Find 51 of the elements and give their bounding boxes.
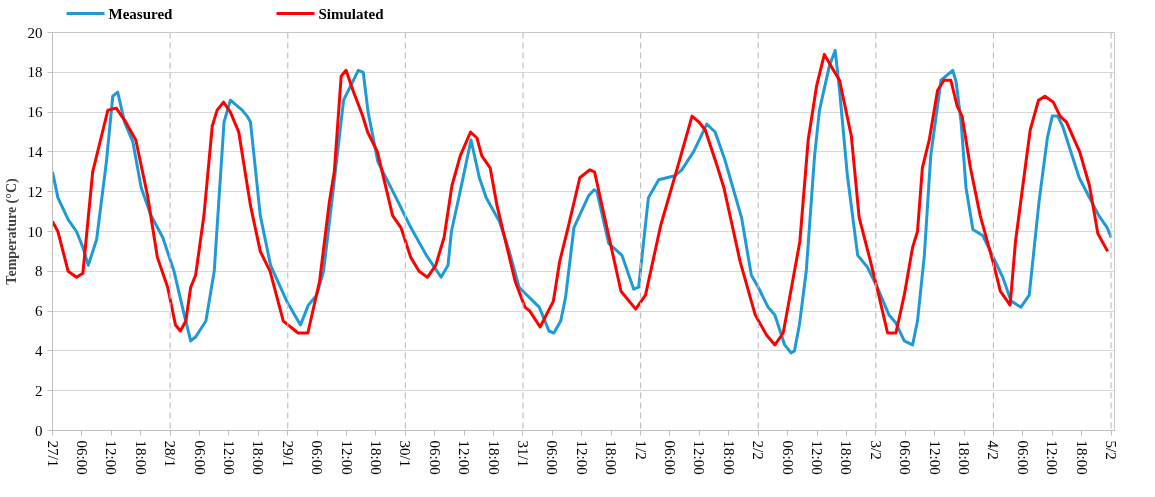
- x-tick-label: 06:00: [191, 440, 208, 475]
- y-tick-label: 20: [27, 24, 43, 41]
- x-tick-label: 18:00: [720, 440, 737, 475]
- x-tick-label: 12:00: [809, 440, 826, 475]
- x-tick-label: 5/2: [1103, 440, 1120, 460]
- x-tick-label: 06:00: [544, 440, 561, 475]
- x-tick-label: 12:00: [338, 440, 355, 475]
- x-tick-label: 06:00: [73, 440, 90, 475]
- x-tick-label: 18:00: [1073, 440, 1090, 475]
- x-tick-label: 06:00: [779, 440, 796, 475]
- y-tick-label: 4: [35, 342, 43, 359]
- x-tick-label: 4/2: [985, 440, 1002, 460]
- y-axis-title: Temperature (°C): [3, 178, 20, 285]
- legend-label: Measured: [108, 5, 174, 22]
- y-tick-label: 2: [35, 382, 43, 399]
- x-tick-label: 18:00: [485, 440, 502, 475]
- x-tick-label: 18:00: [250, 440, 267, 475]
- x-tick-label: 3/2: [867, 440, 884, 460]
- x-tick-label: 12:00: [691, 440, 708, 475]
- x-tick-label: 06:00: [662, 440, 678, 475]
- y-tick-label: 10: [27, 223, 43, 240]
- x-tick-label: 30/1: [397, 440, 414, 468]
- x-tick-label: 18:00: [132, 440, 149, 475]
- x-tick-label: 12:00: [456, 440, 473, 475]
- x-tick-label: 12:00: [926, 440, 943, 475]
- y-tick-label: 6: [35, 303, 43, 320]
- x-tick-label: 12:00: [103, 440, 120, 475]
- x-tick-label: 06:00: [897, 440, 914, 475]
- x-tick-label: 1/2: [632, 440, 649, 460]
- x-tick-label: 31/1: [514, 440, 531, 468]
- x-tick-label: 2/2: [750, 440, 767, 460]
- y-tick-label: 8: [35, 263, 43, 280]
- x-tick-label: 12:00: [220, 440, 237, 475]
- y-tick-label: 16: [27, 104, 43, 121]
- x-tick-label: 12:00: [1044, 440, 1061, 475]
- x-tick-label: 12:00: [573, 440, 590, 475]
- legend-label: Simulated: [318, 5, 385, 22]
- x-tick-label: 29/1: [279, 440, 296, 468]
- x-tick-label: 06:00: [309, 440, 326, 475]
- x-tick-label: 18:00: [838, 440, 855, 475]
- y-tick-label: 14: [27, 143, 43, 160]
- x-tick-label: 06:00: [426, 440, 443, 475]
- y-tick-label: 0: [35, 422, 43, 439]
- x-tick-label: 06:00: [1014, 440, 1031, 475]
- x-tick-label: 27/1: [44, 440, 61, 468]
- x-tick-label: 18:00: [956, 440, 973, 475]
- x-tick-label: 18:00: [603, 440, 620, 475]
- y-tick-label: 12: [27, 183, 43, 200]
- y-tick-label: 18: [27, 64, 43, 81]
- x-tick-label: 28/1: [162, 440, 179, 468]
- x-tick-label: 18:00: [367, 440, 384, 475]
